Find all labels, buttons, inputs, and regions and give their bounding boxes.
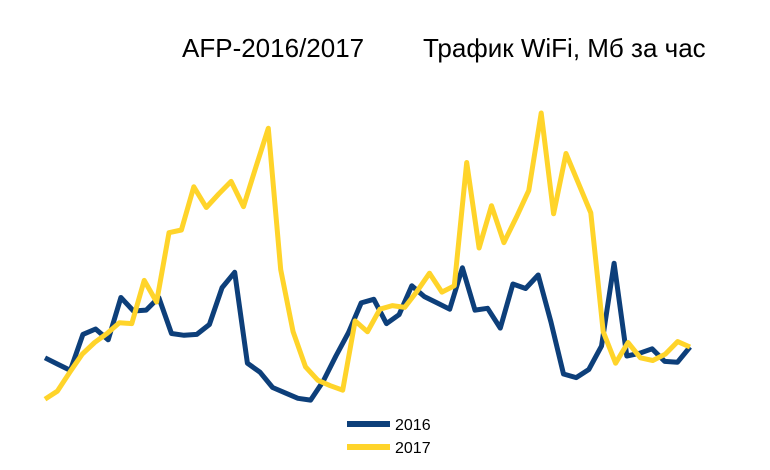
legend-label-2017: 2017 [395,440,431,457]
series-line-2017 [43,110,691,402]
legend-label-2016: 2016 [395,417,431,434]
series-layer [43,110,692,403]
legend: 2016 2017 [347,417,431,457]
series-line-2016 [43,260,692,403]
chart-title: AFP-2016/2017 [182,33,365,63]
chart-subtitle: Трафик WiFi, Мб за час [423,33,706,63]
